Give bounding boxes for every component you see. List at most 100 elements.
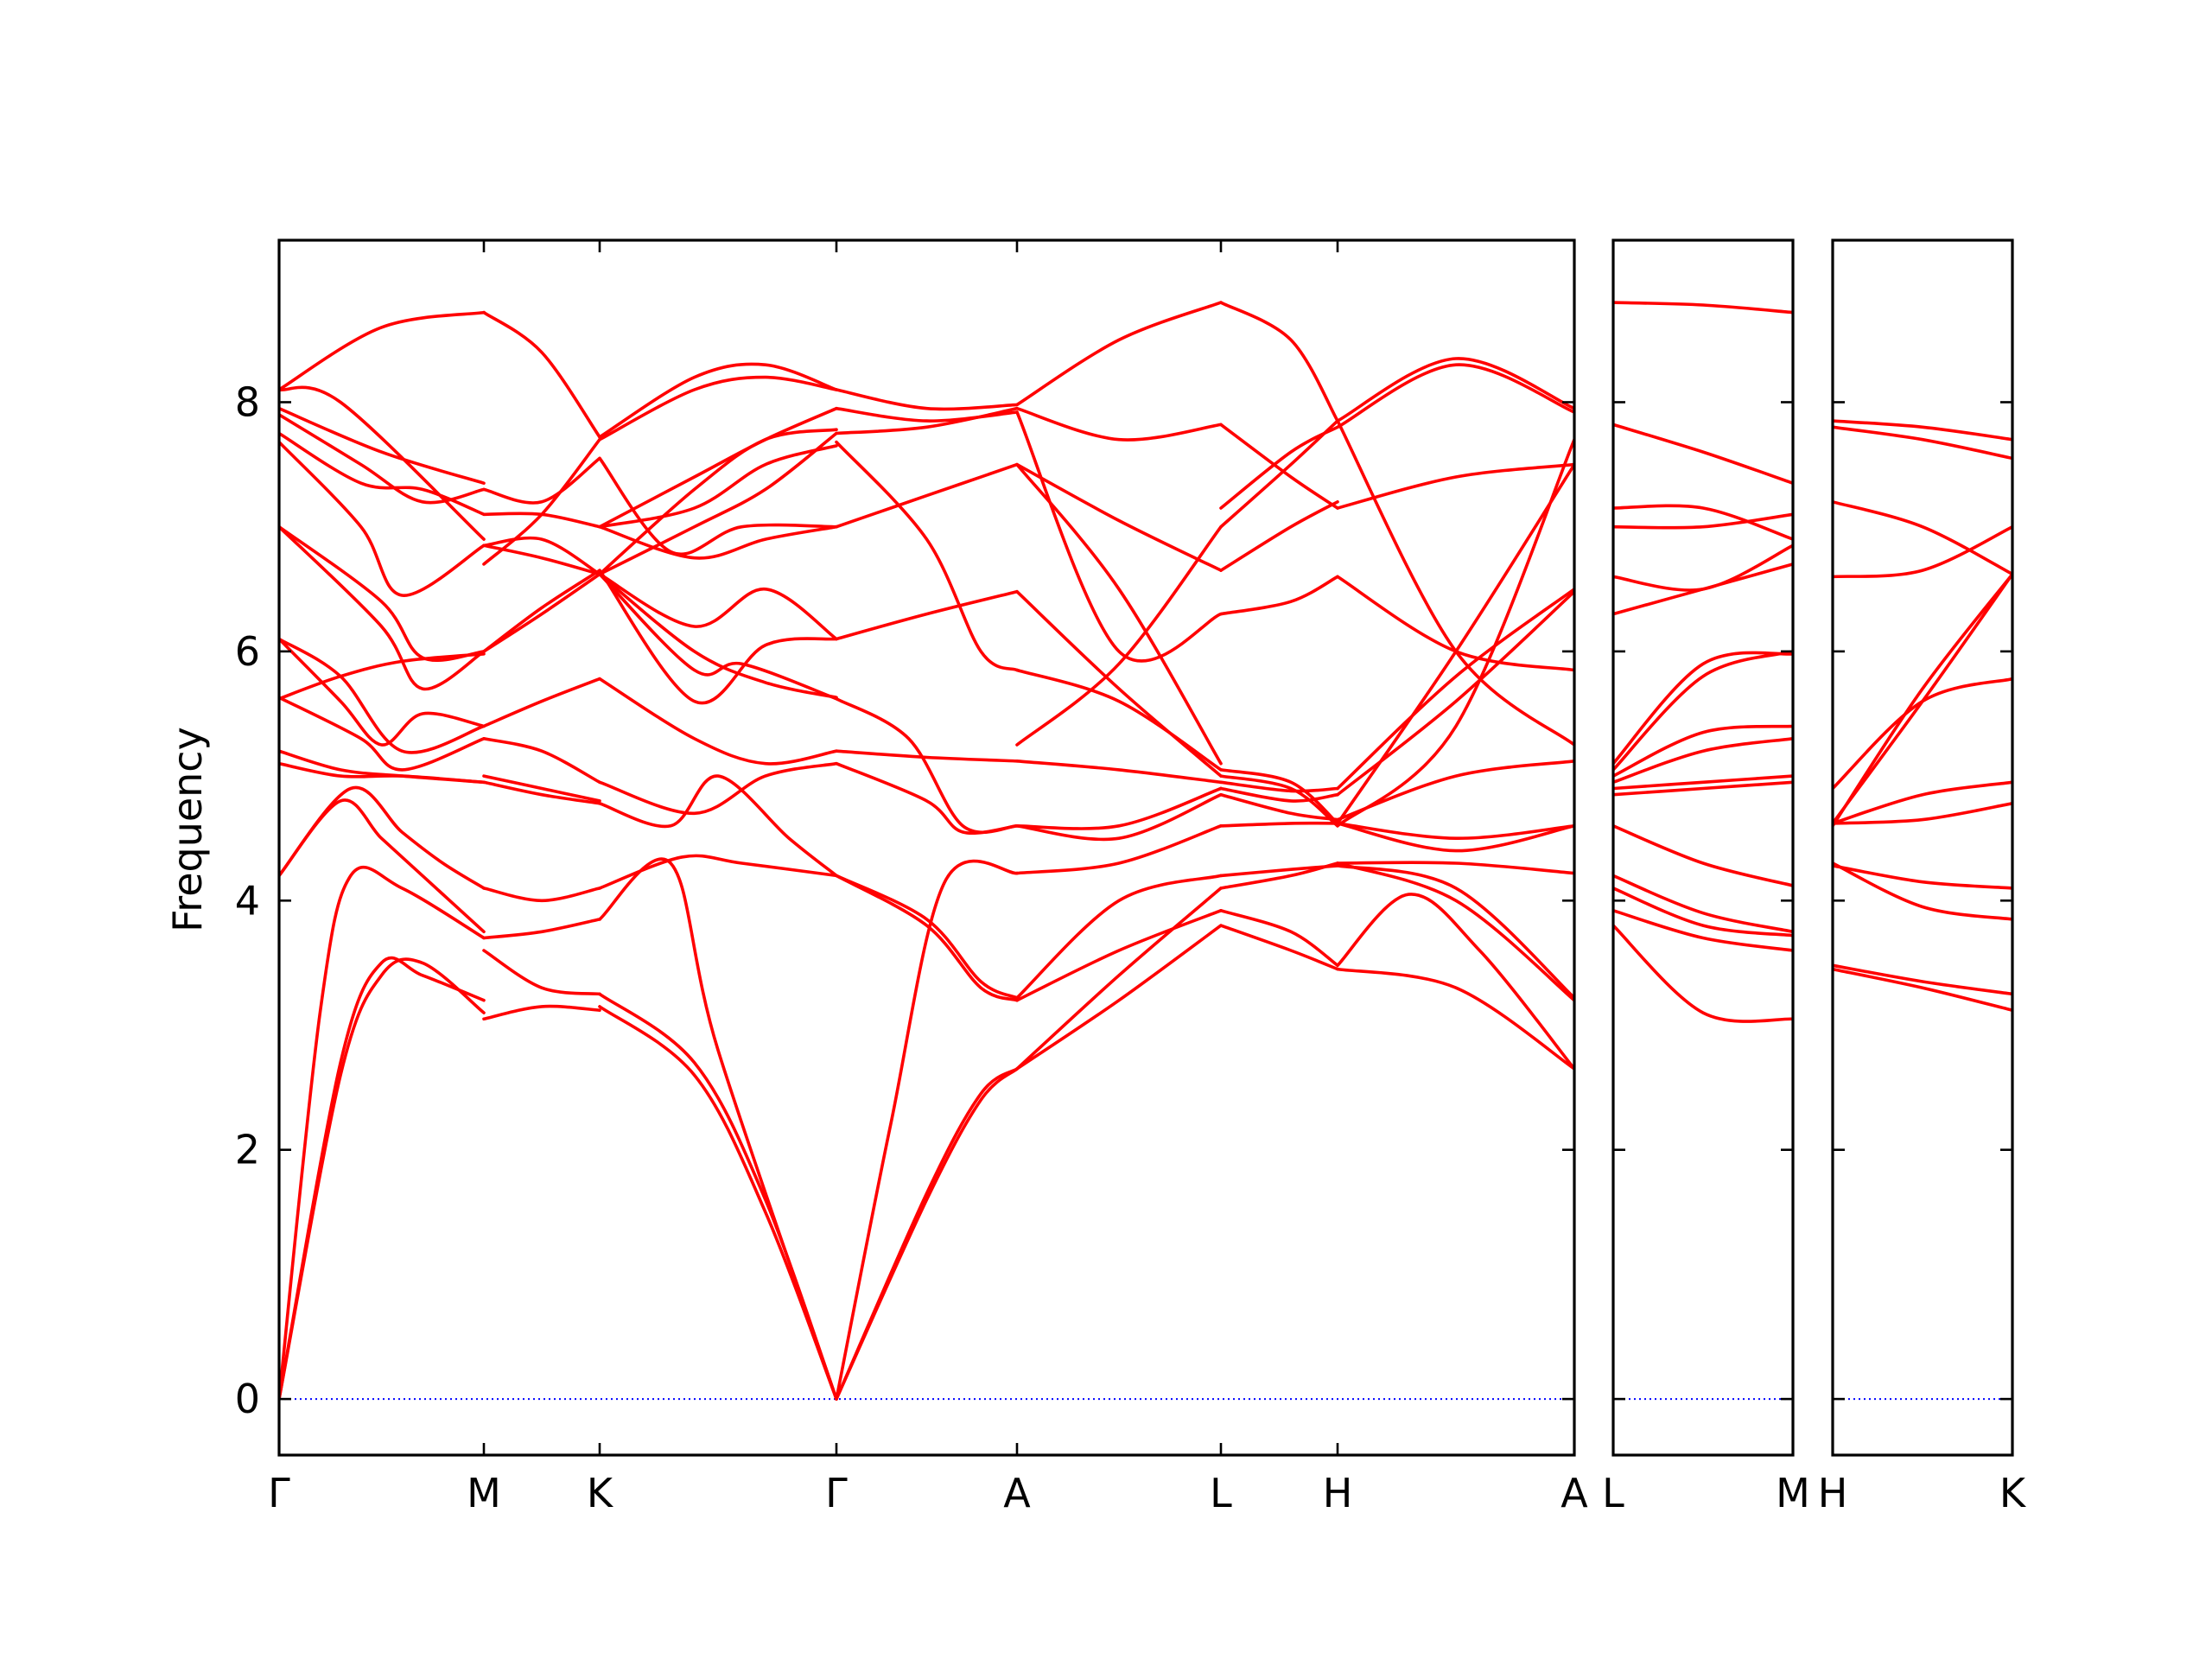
band-line-L-H-8: [1219, 780, 1339, 793]
band-line-H-A-14: [1336, 419, 1574, 747]
band-line-L-H-16: [1219, 301, 1339, 423]
band-line-Γ-M-1: [279, 957, 486, 1401]
band-line-A-L-10: [1015, 589, 1223, 778]
band-line-Γ-A-1: [835, 1067, 1019, 1401]
band-line-Γ-A-11: [835, 406, 1019, 435]
band-line-A-L-16: [1015, 410, 1223, 663]
x-tick-label: K: [1999, 1470, 2027, 1516]
band-line-H-A-15: [1336, 357, 1574, 423]
band-line-Γ-A-3: [835, 859, 1019, 1401]
band-line-Γ-M-15: [279, 431, 486, 517]
panel-1: 0 2 4 6 8 Γ M K Γ A L H A: [235, 238, 1588, 1516]
band-line-Γ-A-5: [835, 874, 1019, 1000]
panel-frame: [277, 238, 1576, 1457]
band-line-H-K-1: [1833, 967, 2012, 1012]
band-line-M-K-1: [482, 1004, 601, 1021]
band-line-A-L-3: [1015, 909, 1223, 1002]
band-line-H-K-5: [1833, 802, 2012, 825]
band-line-L-H-14: [1219, 425, 1339, 510]
band-line-H-K-10: [1833, 524, 2012, 579]
band-line-K-Γ-9: [598, 572, 838, 699]
band-line-L-H-10: [1219, 768, 1339, 825]
band-line-K-Γ-16: [598, 406, 838, 529]
band-line-K-Γ-8: [598, 572, 838, 701]
band-line-A-L-7: [1015, 786, 1223, 830]
band-line-Γ-M-12: [279, 524, 486, 691]
band-line-L-M-4: [1613, 874, 1793, 934]
band-line-L-H-5: [1219, 821, 1339, 828]
band-line-H-A-12: [1336, 462, 1574, 825]
band-line-L-H-9: [1219, 774, 1339, 828]
band-line-H-A-1: [1336, 967, 1574, 1071]
band-line-M-K-14: [482, 456, 601, 505]
band-line-A-L-8: [1015, 760, 1223, 785]
band-line-K-Γ-5: [598, 774, 838, 878]
x-tick-label: A: [1560, 1470, 1588, 1516]
band-line-Γ-A-2: [835, 1067, 1019, 1401]
band-line-H-K-2: [1833, 963, 2012, 996]
band-line-H-K-7: [1833, 677, 2012, 791]
band-line-H-A-9: [1336, 589, 1574, 797]
panel-frame: [1831, 238, 2014, 1457]
band-line-K-Γ-6: [598, 761, 838, 816]
band-line-K-Γ-13: [598, 456, 838, 556]
band-line-H-A-16: [1336, 363, 1574, 429]
band-group: [1613, 301, 1793, 1023]
band-line-A-L-1: [1015, 924, 1223, 1071]
band-line-Γ-M-7: [279, 749, 486, 785]
band-line-L-M-13: [1613, 543, 1793, 592]
band-line-M-K-6: [482, 774, 601, 803]
band-line-M-K-4: [482, 887, 601, 903]
band-line-L-M-17: [1613, 301, 1793, 315]
band-line-M-K-2: [482, 949, 601, 996]
band-line-L-M-5: [1613, 824, 1793, 887]
band-line-H-K-13: [1833, 419, 2012, 442]
band-line-Γ-M-4: [279, 798, 486, 934]
band-line-Γ-A-14: [835, 406, 1019, 423]
band-line-M-K-7: [482, 737, 601, 785]
band-line-L-H-15: [1219, 423, 1339, 510]
band-line-A-L-2: [1015, 887, 1223, 1071]
x-tick-label: L: [1210, 1470, 1232, 1516]
band-line-L-M-8: [1613, 737, 1793, 785]
band-line-K-Γ-4: [598, 854, 838, 890]
band-line-M-K-5: [482, 780, 601, 805]
band-line-L-M-15: [1613, 504, 1793, 541]
band-line-L-H-11: [1219, 575, 1339, 616]
band-line-Γ-M-2: [279, 956, 486, 1401]
band-line-H-K-9: [1833, 572, 2012, 825]
band-line-Γ-M-17: [279, 406, 486, 485]
band-line-A-L-4: [1015, 874, 1223, 1000]
band-line-M-K-11: [482, 536, 601, 576]
band-line-Γ-A-8: [835, 696, 1019, 835]
x-tick-label: L: [1602, 1470, 1624, 1516]
x-tick-label: K: [587, 1470, 614, 1516]
band-line-Γ-A-10: [835, 462, 1019, 529]
band-line-Γ-M-16: [279, 413, 486, 505]
band-line-A-L-14: [1015, 406, 1223, 442]
band-line-K-Γ-7: [598, 677, 838, 766]
x-tick-label: Γ: [825, 1470, 848, 1516]
band-line-A-L-6: [1015, 792, 1223, 842]
band-line-H-K-4: [1833, 864, 2012, 890]
band-line-K-Γ-3: [598, 857, 838, 1401]
band-line-A-L-15: [1015, 301, 1223, 407]
band-line-Γ-M-9: [279, 696, 486, 772]
band-line-Γ-M-8: [279, 652, 486, 701]
band-line-H-K-11: [1833, 500, 2012, 576]
band-line-H-A-5: [1336, 861, 1574, 875]
band-line-Γ-M-13: [279, 524, 486, 662]
band-line-L-M-1: [1613, 924, 1793, 1023]
band-line-H-K-3: [1833, 861, 2012, 921]
band-line-H-A-10: [1336, 588, 1574, 791]
band-line-K-Γ-15: [598, 375, 838, 442]
band-line-H-K-6: [1833, 780, 2012, 825]
band-line-L-H-12: [1219, 500, 1339, 572]
band-line-A-L-5: [1015, 824, 1223, 875]
band-line-Γ-M-3: [279, 865, 486, 1401]
band-line-L-M-2: [1613, 909, 1793, 952]
y-tick-label: 2: [235, 1127, 260, 1173]
